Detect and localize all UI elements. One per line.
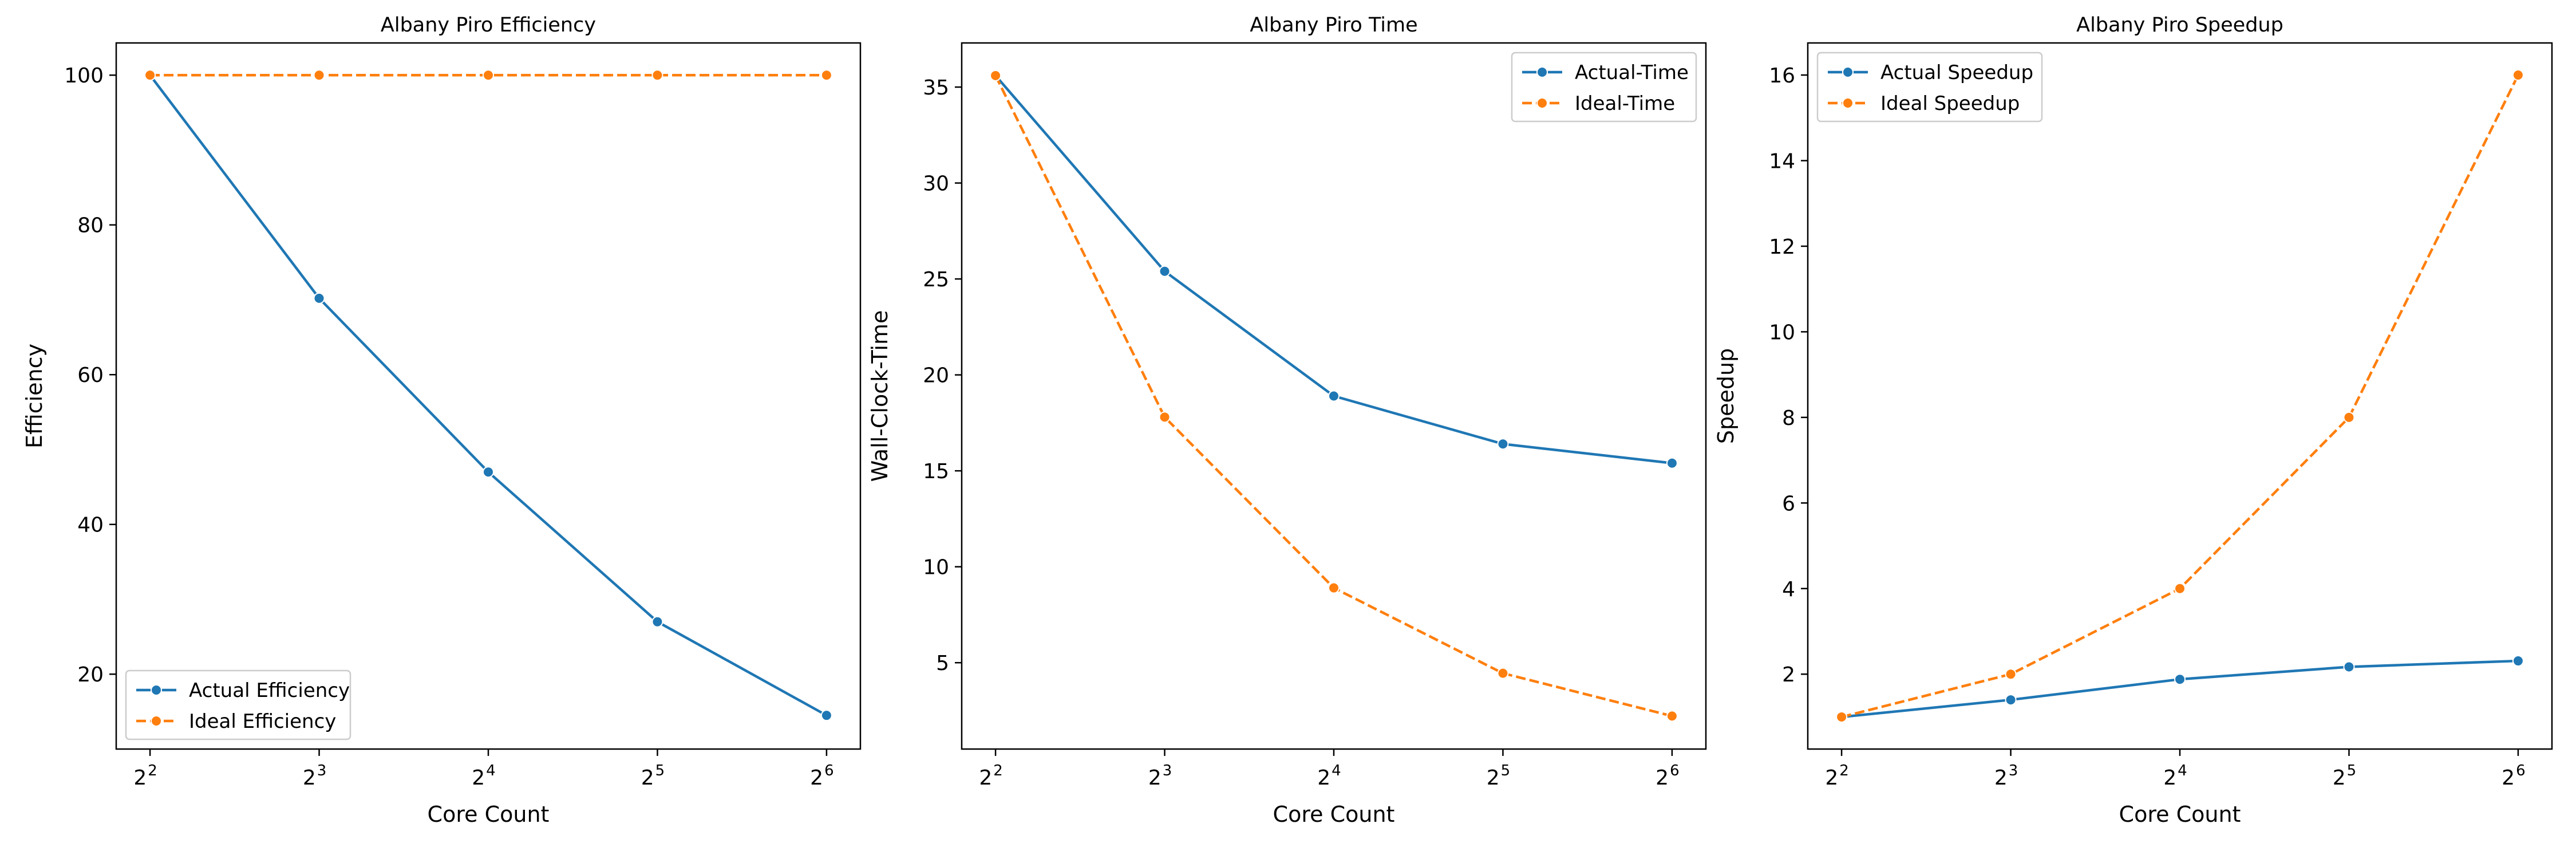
chart-title: Albany Piro Efficiency — [381, 14, 596, 37]
x-axis-label: Core Count — [428, 802, 550, 827]
x-tick-label: 23 — [303, 762, 326, 790]
y-tick-label: 80 — [77, 214, 104, 238]
legend-swatch-marker — [151, 684, 162, 696]
y-tick-label: 15 — [923, 460, 949, 483]
series-line-0 — [149, 74, 827, 717]
x-tick-label: 22 — [979, 762, 1002, 790]
data-point — [313, 292, 325, 304]
y-tick-label: 40 — [77, 514, 104, 537]
data-point — [2512, 655, 2524, 667]
legend-swatch-marker — [1536, 66, 1548, 78]
plot-frame — [961, 42, 1707, 750]
data-point — [483, 69, 494, 81]
y-tick-label: 16 — [1769, 64, 1795, 88]
data-point — [2174, 582, 2186, 594]
chart-title: Albany Piro Speedup — [2076, 14, 2283, 37]
y-tick-label: 6 — [1782, 492, 1795, 515]
data-point — [1666, 710, 1678, 722]
data-point — [990, 69, 1002, 81]
data-point — [820, 69, 832, 81]
data-point — [483, 466, 494, 478]
series-line-0 — [1841, 659, 2518, 719]
data-point — [2343, 661, 2355, 673]
data-point — [2005, 694, 2017, 706]
legend-swatch-marker — [1842, 66, 1854, 78]
data-point — [820, 710, 832, 722]
data-point — [313, 69, 325, 81]
legend-entry-label: Actual-Time — [1575, 61, 1689, 84]
data-point — [651, 616, 663, 628]
y-axis-label: Efficiency — [22, 344, 47, 448]
y-tick-label: 14 — [1769, 150, 1795, 174]
plot-frame — [115, 42, 862, 750]
y-tick-label: 12 — [1769, 235, 1795, 259]
legend-entry-label: Ideal-Time — [1575, 92, 1675, 115]
data-point — [1497, 667, 1509, 679]
x-tick-label: 24 — [1317, 762, 1341, 790]
legend-entry-label: Ideal Speedup — [1880, 92, 2020, 115]
x-tick-label: 25 — [1487, 762, 1510, 790]
data-point — [1328, 582, 1340, 594]
y-tick-label: 20 — [923, 364, 949, 388]
y-tick-label: 10 — [923, 556, 949, 580]
x-tick-label: 24 — [2163, 762, 2187, 790]
x-tick-label: 22 — [133, 762, 157, 790]
legend-box — [1816, 52, 2043, 123]
y-axis-label: Wall-Clock-Time — [867, 310, 892, 482]
x-tick-label: 26 — [810, 762, 833, 790]
data-point — [651, 69, 663, 81]
series-line-0 — [994, 74, 1673, 465]
y-tick-label: 5 — [936, 652, 949, 675]
x-tick-label: 24 — [472, 762, 495, 790]
y-tick-label: 4 — [1782, 578, 1795, 601]
x-axis-label: Core Count — [1273, 802, 1395, 827]
legend-swatch-marker — [1842, 97, 1854, 109]
plot-frame — [1807, 42, 2553, 750]
data-point — [1497, 438, 1509, 450]
y-tick-label: 35 — [923, 76, 949, 100]
legend-entry-label: Actual Speedup — [1880, 61, 2033, 84]
x-tick-label: 23 — [1148, 762, 1172, 790]
x-tick-label: 25 — [641, 762, 665, 790]
data-point — [2174, 673, 2186, 685]
y-tick-label: 8 — [1782, 407, 1795, 430]
data-point — [1666, 457, 1678, 469]
x-tick-label: 26 — [2502, 762, 2525, 790]
legend: Actual-Time Ideal-Time — [1511, 52, 1697, 123]
x-tick-label: 26 — [1656, 762, 1679, 790]
series-line-1 — [1841, 74, 2519, 719]
legend-entry-label: Actual Efficiency — [189, 679, 350, 702]
y-axis-label: Speedup — [1713, 348, 1739, 444]
legend-swatch-marker — [151, 715, 162, 727]
legend: Actual Speedup Ideal Speedup — [1816, 52, 2043, 123]
y-tick-label: 2 — [1782, 663, 1795, 687]
data-point — [1836, 711, 1848, 723]
legend: Actual Efficiency Ideal Efficiency — [125, 669, 351, 740]
chart-panel-1: Albany Piro Time 22 23 24 25 26 5 10 15 20 25 30 35 C… — [867, 14, 1707, 827]
x-axis-label: Core Count — [2119, 802, 2241, 827]
y-tick-label: 20 — [77, 663, 104, 687]
x-tick-label: 25 — [2333, 762, 2356, 790]
data-point — [1159, 411, 1171, 423]
legend-box — [125, 669, 351, 740]
data-point — [1159, 265, 1171, 277]
x-tick-label: 23 — [1994, 762, 2018, 790]
y-tick-label: 25 — [923, 268, 949, 291]
x-tick-label: 22 — [1825, 762, 1848, 790]
legend-entry-label: Ideal Efficiency — [189, 710, 336, 733]
data-point — [2343, 411, 2355, 423]
y-tick-label: 30 — [923, 172, 949, 196]
legend-swatch-marker — [1536, 97, 1548, 109]
data-point — [144, 69, 156, 81]
chart-panel-0: Albany Piro Efficiency 22 23 24 25 26 20 40 60 80… — [22, 14, 862, 827]
chart-title: Albany Piro Time — [1250, 14, 1417, 37]
data-point — [2005, 668, 2017, 680]
y-tick-label: 10 — [1769, 321, 1795, 344]
y-tick-label: 100 — [64, 64, 104, 88]
data-point — [2512, 69, 2524, 81]
y-tick-label: 60 — [77, 364, 104, 387]
data-point — [1328, 390, 1340, 402]
